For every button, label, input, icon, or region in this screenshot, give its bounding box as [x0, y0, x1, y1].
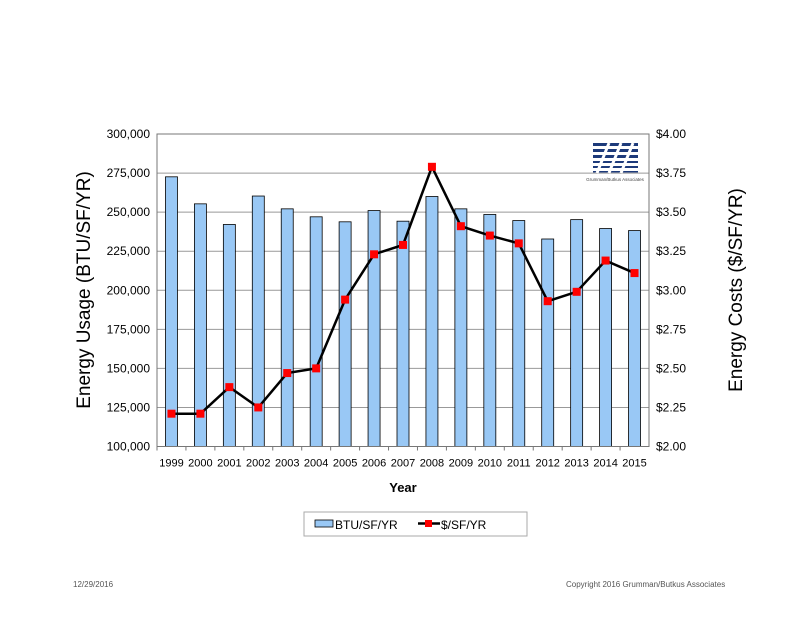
y-right-tick-label: $2.75: [656, 322, 686, 336]
plot-area-border: [156, 133, 650, 447]
cost-marker-2012: [543, 297, 552, 306]
x-tick-label: 2013: [564, 458, 588, 470]
logo: Grumman/Butkus Associates: [586, 142, 645, 182]
bar-2015: [628, 230, 641, 447]
bar-2007: [396, 220, 410, 447]
x-tick-label: 2004: [304, 458, 328, 470]
x-tick-label: 2010: [478, 458, 502, 470]
x-tick-label: 2011: [507, 458, 531, 470]
x-tick-label: 1999: [159, 458, 183, 470]
x-tick-label: 2015: [622, 458, 646, 470]
bar-2003: [280, 208, 294, 447]
y-left-tick-label: 300,000: [107, 127, 151, 141]
ticks: 100,000 $2.00 125,000 $2.25 150,000 $2.50 175,…: [107, 127, 687, 470]
legend-label-cost: $/SF/YR: [441, 518, 487, 532]
cost-marker-2011: [514, 239, 523, 248]
y-left-tick-label: 150,000: [107, 361, 151, 375]
cost-marker-2003: [283, 369, 292, 378]
chart: 100,000 $2.00 125,000 $2.25 150,000 $2.50 175,…: [74, 127, 747, 537]
cost-line: [167, 162, 639, 418]
cost-marker-2007: [399, 240, 407, 249]
cost-marker-1999: [167, 409, 176, 418]
x-tick-label: 2000: [188, 458, 212, 470]
bar-2010: [483, 214, 497, 447]
legend-label-btu: BTU/SF/YR: [335, 518, 398, 532]
legend: BTU/SF/YR $/SF/YR: [303, 511, 528, 537]
x-tick-label: 2007: [391, 458, 415, 470]
bar-2008: [425, 196, 439, 447]
legend-marker-cost: [425, 520, 432, 527]
cost-marker-2015: [630, 269, 639, 278]
y-right-tick-label: $3.50: [656, 205, 686, 219]
y-right-tick-label: $4.00: [656, 127, 686, 141]
footer-date: 12/29/2016: [73, 580, 114, 589]
cost-marker-2014: [601, 256, 610, 265]
bar-1999: [165, 176, 178, 447]
bar-2009: [454, 208, 468, 447]
x-tick-label: 2014: [593, 458, 617, 470]
y-right-tick-label: $2.00: [656, 440, 686, 454]
cost-marker-2002: [254, 403, 263, 412]
x-tick-label: 2002: [246, 458, 270, 470]
cost-marker-2000: [196, 409, 205, 418]
cost-marker-2005: [341, 295, 350, 304]
cost-marker-2010: [485, 231, 494, 240]
y-left-tick-label: 100,000: [107, 440, 151, 454]
y-left-tick-label: 175,000: [107, 322, 151, 336]
x-tick-label: 2001: [217, 458, 241, 470]
y-right-tick-label: $2.25: [656, 400, 686, 414]
cost-marker-2004: [312, 364, 321, 373]
x-tick-label: 2008: [420, 458, 444, 470]
cost-marker-2013: [572, 287, 581, 296]
bar-2013: [570, 219, 584, 447]
bar-2004: [309, 216, 323, 447]
y-left-tick-label: 125,000: [107, 400, 151, 414]
bars: [165, 176, 641, 447]
y-axis-right-title: Energy Costs ($/SF/YR): [726, 188, 747, 392]
x-tick-label: 2009: [449, 458, 473, 470]
cost-marker-2008: [427, 162, 436, 171]
y-left-tick-label: 225,000: [107, 244, 151, 258]
cost-marker-2001: [225, 383, 234, 392]
y-right-tick-label: $3.00: [656, 283, 686, 297]
y-axis-left-title: Energy Usage (BTU/SF/YR): [74, 171, 95, 409]
y-left-tick-label: 275,000: [107, 166, 151, 180]
cost-marker-2006: [370, 250, 379, 259]
y-left-tick-label: 200,000: [107, 283, 151, 297]
y-right-tick-label: $3.75: [656, 166, 686, 180]
bar-2005: [338, 221, 352, 447]
footer-copyright: Copyright 2016 Grumman/Butkus Associates: [566, 580, 726, 589]
legend-swatch-btu: [314, 519, 334, 528]
bar-2012: [541, 238, 555, 447]
x-tick-label: 2003: [275, 458, 299, 470]
y-right-tick-label: $2.50: [656, 361, 686, 375]
y-right-tick-label: $3.25: [656, 244, 686, 258]
x-axis-title: Year: [389, 480, 416, 495]
y-left-tick-label: 250,000: [107, 205, 151, 219]
bar-2006: [367, 210, 381, 447]
bar-2001: [222, 224, 236, 447]
cost-marker-2009: [456, 222, 465, 231]
logo-text: Grumman/Butkus Associates: [586, 177, 645, 182]
x-tick-label: 2012: [535, 458, 559, 470]
x-tick-label: 2006: [362, 458, 386, 470]
x-tick-label: 2005: [333, 458, 357, 470]
